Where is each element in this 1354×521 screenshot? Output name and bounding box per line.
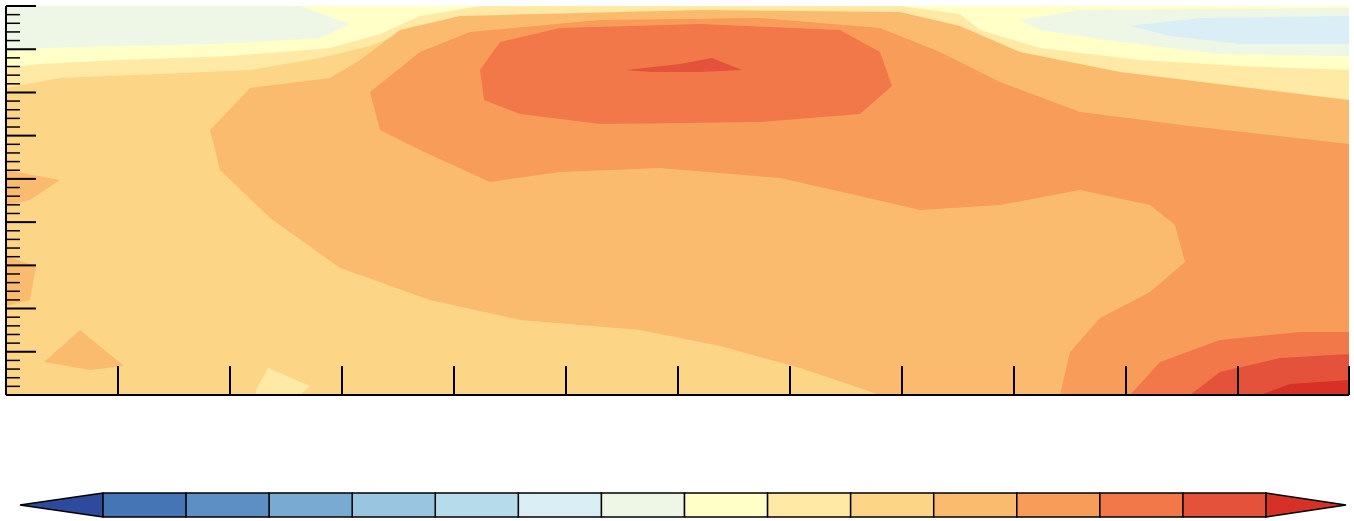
x-axis-ticks [5,366,1350,395]
colorbar-swatch [683,492,769,518]
contour-red-center [626,58,742,72]
contour-patch-left-2 [6,256,36,306]
colorbar-swatch [351,492,437,518]
colorbar-swatch [932,492,1018,518]
colorbar-swatch [1016,492,1101,518]
contour-patch-bottom-left [44,330,124,370]
colorbar-swatch [268,492,353,518]
colorbar-extend-low [19,492,104,518]
contour-pale-green-left [6,6,350,52]
contour-deep-red-bottom-right [1260,380,1349,395]
contour-pale-patch-bottom [256,368,310,395]
colorbar-swatch [1099,492,1184,518]
contour-plot-area [6,6,1349,395]
y-axis-ticks [6,5,36,396]
colorbar-swatch [185,492,270,518]
colorbar-swatch [849,492,935,518]
colorbar-swatch [600,492,686,518]
colorbar-swatch [434,492,520,518]
colorbar-extend-high [1265,492,1347,518]
colorbar-swatch [517,492,603,518]
contour-deep-orange-center [480,24,892,124]
colorbar [19,492,1347,518]
colorbar-swatch [766,492,852,518]
colorbar-swatch [1182,492,1267,518]
colorbar-swatch [102,492,187,518]
axes [5,5,1350,396]
contour-light-blue [1130,16,1349,44]
